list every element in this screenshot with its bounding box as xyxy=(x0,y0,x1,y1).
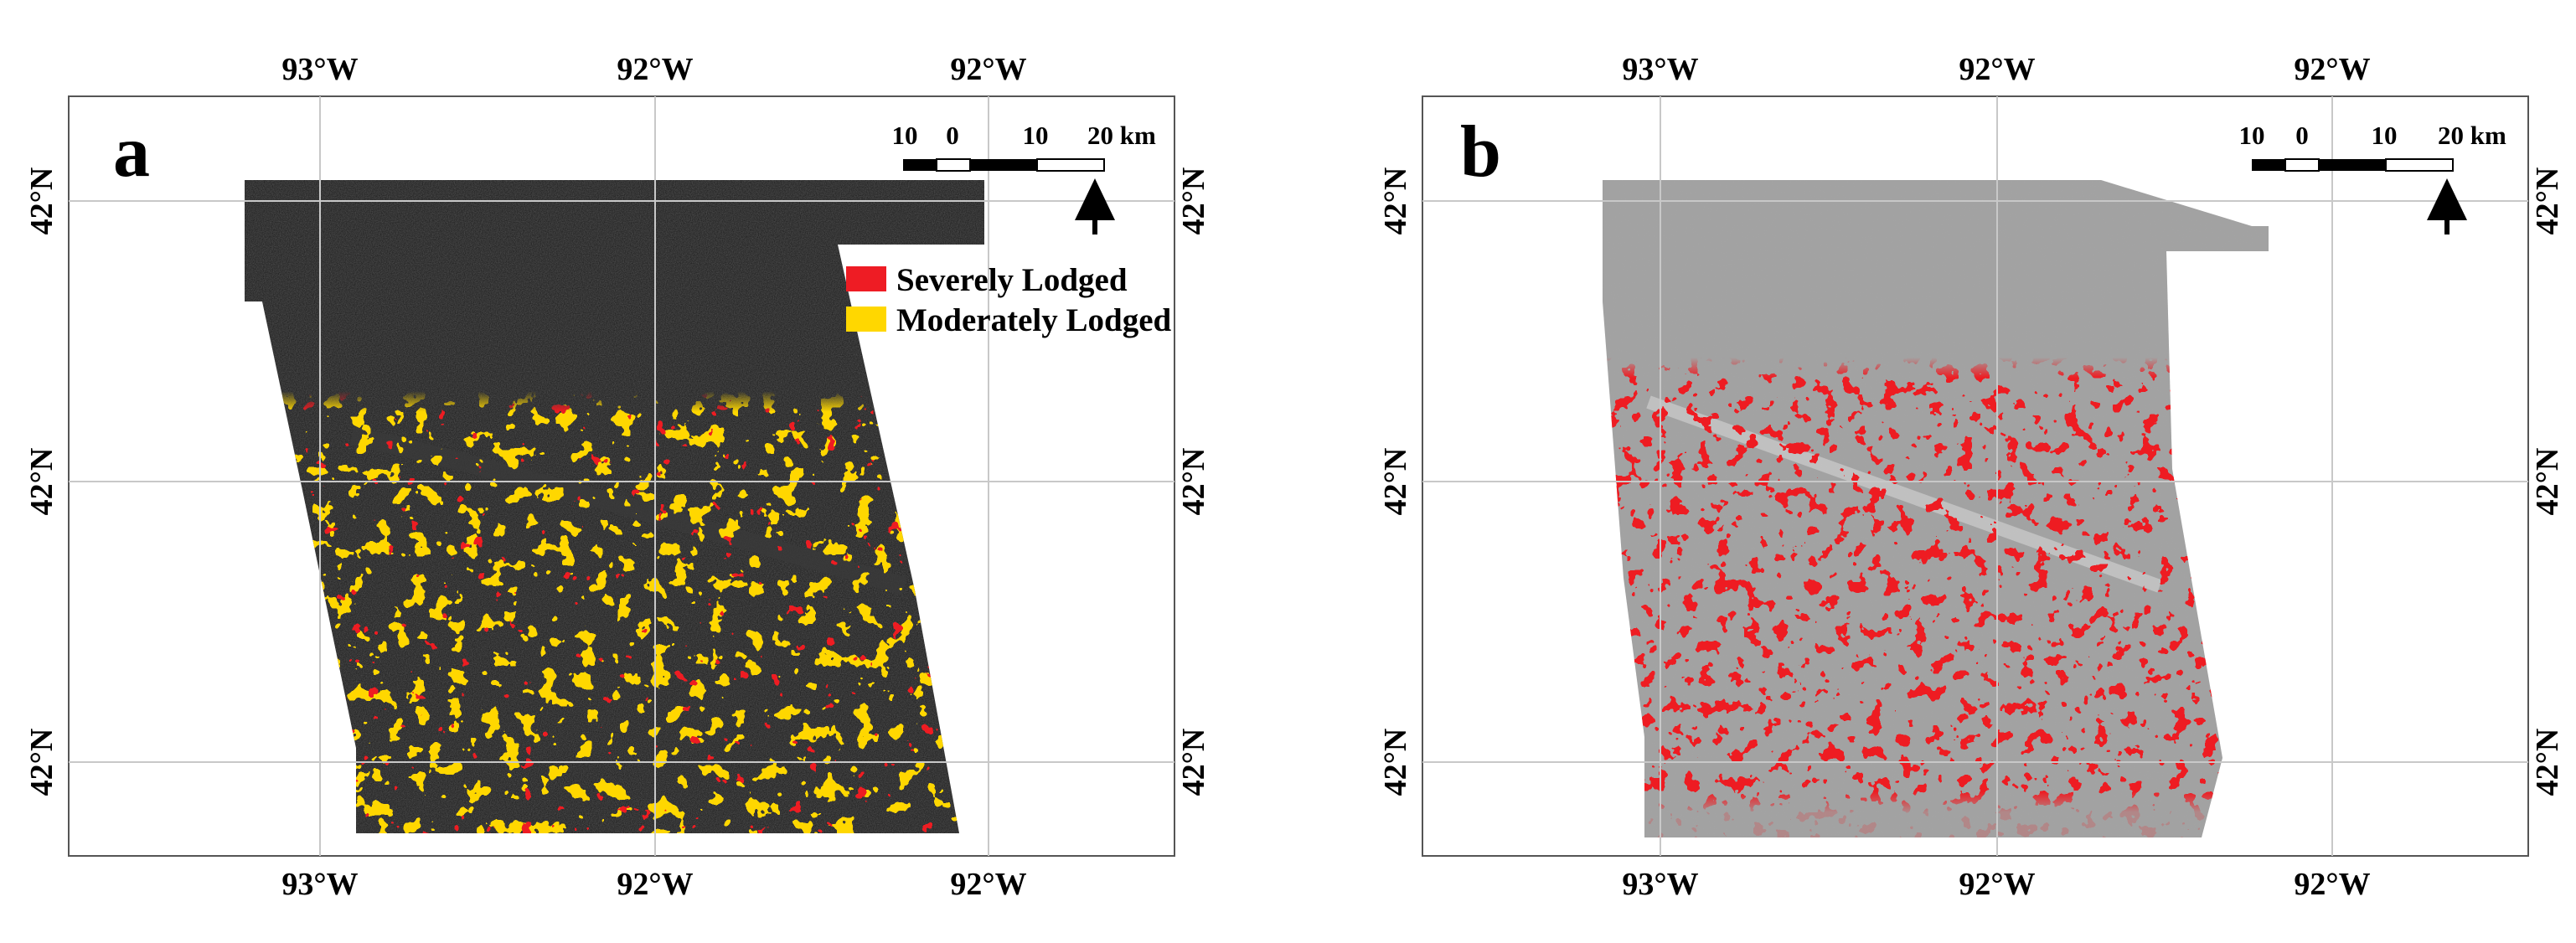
top-tick-label: 92°W xyxy=(617,52,693,87)
legend-swatch-severe xyxy=(846,266,886,291)
map-panel-a: a 93°W 92°W 92°W 93°W 92°W 92°W 42°N 42°… xyxy=(24,52,1211,902)
scale-label: 20 km xyxy=(2438,121,2506,150)
panel-letter: a xyxy=(113,111,150,193)
bottom-tick-label: 92°W xyxy=(2294,867,2370,902)
left-tick-label: 42°N xyxy=(1378,729,1413,796)
bottom-tick-label: 92°W xyxy=(950,867,1026,902)
graticule-a xyxy=(69,96,1174,856)
top-tick-label: 92°W xyxy=(1959,52,2035,87)
right-tick-label: 42°N xyxy=(1176,448,1211,516)
scale-label: 10 xyxy=(2239,121,2265,150)
left-tick-label: 42°N xyxy=(24,167,59,235)
graticule-b xyxy=(1422,96,2528,856)
scale-label: 0 xyxy=(2295,121,2309,150)
north-arrow-icon xyxy=(2427,178,2467,234)
legend: Severely Lodged Moderately Lodged xyxy=(846,262,1172,338)
map-svg-a: a 93°W 92°W 92°W 93°W 92°W 92°W 42°N 42°… xyxy=(24,52,1211,902)
left-tick-label: 42°N xyxy=(1378,448,1413,516)
legend-label: Moderately Lodged xyxy=(896,302,1172,338)
top-tick-label: 92°W xyxy=(950,52,1026,87)
bottom-tick-label: 93°W xyxy=(281,867,358,902)
north-arrow-icon xyxy=(1075,178,1115,234)
left-tick-label: 42°N xyxy=(24,729,59,796)
left-tick-label: 42°N xyxy=(1378,167,1413,235)
scale-bar: 10 0 10 20 km xyxy=(892,121,1156,172)
right-tick-label: 42°N xyxy=(2530,729,2565,796)
map-svg-b: b 93°W 92°W 92°W 93°W 92°W 92°W 42°N 42°… xyxy=(1378,52,2565,902)
scale-label: 10 xyxy=(2372,121,2398,150)
scale-label: 10 xyxy=(892,121,918,150)
scale-label: 20 km xyxy=(1087,121,1156,150)
scale-label: 0 xyxy=(946,121,959,150)
map-panel-b: b 93°W 92°W 92°W 93°W 92°W 92°W 42°N 42°… xyxy=(1288,0,2576,943)
scale-bar: 10 0 10 20 km xyxy=(2239,121,2506,172)
bottom-tick-label: 93°W xyxy=(1622,867,1698,902)
top-tick-label: 93°W xyxy=(281,52,358,87)
scale-label: 10 xyxy=(1023,121,1049,150)
right-tick-label: 42°N xyxy=(2530,167,2565,235)
legend-swatch-moderate xyxy=(846,307,886,332)
top-tick-label: 92°W xyxy=(2294,52,2370,87)
legend-label: Severely Lodged xyxy=(896,262,1128,298)
bottom-tick-label: 92°W xyxy=(1959,867,2035,902)
right-tick-label: 42°N xyxy=(1176,729,1211,796)
right-tick-label: 42°N xyxy=(1176,167,1211,235)
panel-letter: b xyxy=(1460,111,1501,193)
lodging-raster-b xyxy=(1603,180,2269,837)
right-tick-label: 42°N xyxy=(2530,448,2565,516)
left-tick-label: 42°N xyxy=(24,448,59,516)
top-tick-label: 93°W xyxy=(1622,52,1698,87)
bottom-tick-label: 92°W xyxy=(617,867,693,902)
